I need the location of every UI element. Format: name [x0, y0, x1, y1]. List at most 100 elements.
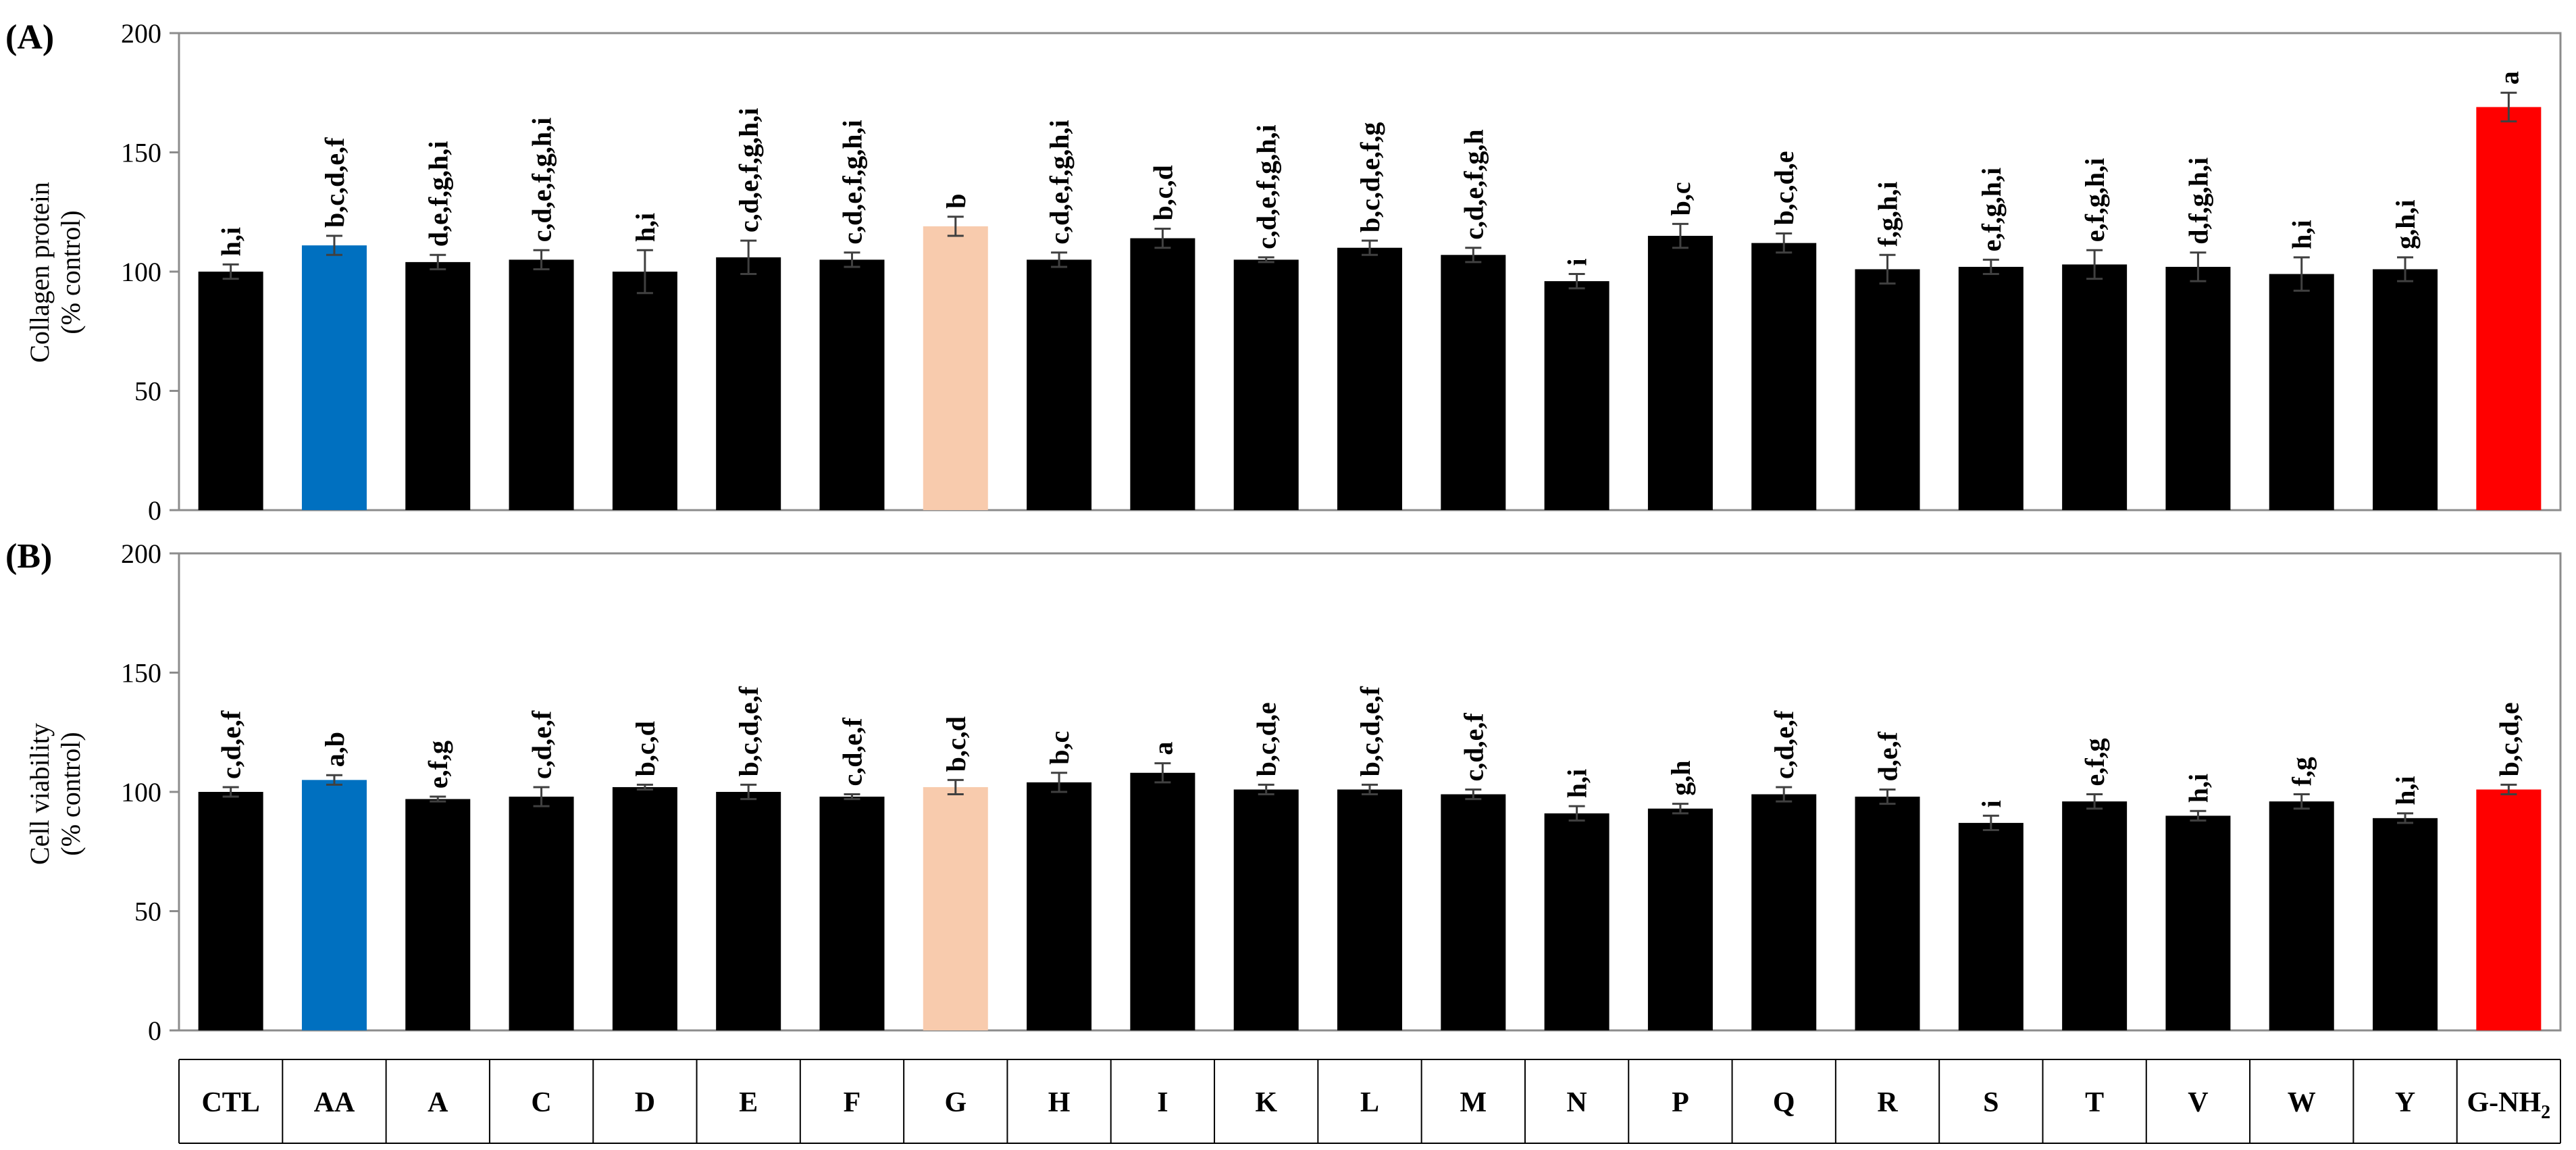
category-label-V: V	[2188, 1087, 2208, 1118]
panel-b-label: (B)	[5, 537, 52, 576]
panel-a-y-tick-label: 0	[148, 495, 161, 526]
panel-a-sig-label-F: c,d,e,f,g,h,i	[837, 120, 867, 244]
panel-a-y-ticks: 0 50 100 150 200	[121, 18, 179, 526]
panel-a-bar-A	[405, 261, 471, 510]
panel-b-sig-label-AA: a,b	[319, 732, 350, 767]
category-label-W: W	[2288, 1087, 2316, 1118]
panel-b-y-tick-label: 200	[121, 539, 161, 569]
panel-a-bar-P	[1647, 236, 1713, 510]
panel-b-y-tick-label: 50	[134, 897, 161, 927]
panel-b-ylabel-line2: (% control)	[55, 732, 86, 855]
panel-b-bar-Y	[2373, 818, 2438, 1030]
panel-a-sig-label-V: d,f,g,h,i	[2183, 157, 2213, 245]
panel-b-sig-label-Y: h,i	[2390, 776, 2421, 805]
panel-b-sig-label-K: b,c,d,e	[1252, 702, 1282, 776]
panel-b-sig-label-V: h,i	[2183, 774, 2213, 803]
category-label-CTL: CTL	[201, 1087, 259, 1118]
category-table: CTL AA A C D E F G H I K L M N P Q R S T V W Y G-NH2	[178, 1059, 2561, 1144]
panel-b-sig-label-L: b,c,d,e,f	[1355, 686, 1385, 776]
category-label-P: P	[1672, 1087, 1689, 1118]
category-label-N: N	[1566, 1087, 1587, 1118]
panel-a-bar-T	[2062, 264, 2128, 510]
panel-b-sig-label-S: i	[1976, 800, 2007, 807]
panel-b-bar-L	[1337, 789, 1402, 1030]
panel-a-y-tick-label: 200	[121, 18, 161, 49]
panel-a-sig-label-AA: b,c,d,e,f	[319, 137, 350, 228]
category-label-AA: AA	[314, 1087, 355, 1118]
panel-b-bar-W	[2269, 801, 2334, 1030]
panel-b-sig-label-E: b,c,d,e,f	[733, 686, 764, 776]
panel-a-bars: h,i b,c,d,e,f d,e,f,g,h,i c,d,e,f,g,h,i h,i c…	[198, 71, 2542, 510]
category-label-T: T	[2085, 1087, 2104, 1118]
panel-a-sig-label-T: e,f,g,h,i	[2080, 158, 2110, 242]
panel-a-bar-G	[923, 226, 988, 510]
panel-a-sig-label-Y: g,h,i	[2390, 199, 2421, 249]
panel-a-bar-CTL	[198, 272, 263, 510]
panel-b-bar-P	[1647, 808, 1713, 1030]
panel-b-bar-V	[2165, 816, 2231, 1030]
panel-a-bar-F	[819, 259, 885, 510]
panel-a-sig-label-N: i	[1562, 258, 1593, 266]
panel-b-sig-label-C: c,d,e,f	[527, 710, 557, 779]
panel-a-bar-D	[612, 272, 677, 510]
panel-b-bar-S	[1958, 822, 2024, 1030]
panel-a-sig-label-L: b,c,d,e,f,g	[1355, 122, 1385, 232]
panel-b-sig-label-H: b,c	[1044, 731, 1075, 765]
panel-b-bar-M	[1441, 794, 1506, 1030]
category-label-D: D	[635, 1087, 655, 1118]
panel-b-y-tick-label: 100	[121, 777, 161, 807]
panel-b-bar-G	[923, 786, 988, 1030]
panel-b-bar-CTL	[198, 792, 263, 1030]
category-label-H: H	[1048, 1087, 1071, 1118]
panel-a-sig-label-M: c,d,e,f,g,h	[1458, 129, 1489, 239]
panel-a-sig-label-R: f,g,h,i	[1873, 182, 1903, 247]
panel-a-bar-K	[1233, 259, 1299, 510]
category-label-Y: Y	[2395, 1087, 2415, 1118]
panel-a-bar-V	[2165, 266, 2231, 510]
panel-a-sig-label-A: d,e,f,g,h,i	[423, 141, 453, 247]
panel-b-bar-AA	[301, 780, 367, 1030]
panel-a-bar-AA	[301, 245, 367, 510]
panel-b-sig-label-T: e,f,g	[2080, 738, 2110, 786]
panel-b-bars: c,d,e,f a,b e,f,g c,d,e,f b,c,d b,c,d,e,f c,d,…	[198, 686, 2542, 1030]
category-label-G: G	[944, 1087, 967, 1118]
panel-b-y-ticks: 0 50 100 150 200	[121, 539, 179, 1046]
panel-b-bar-E	[716, 792, 781, 1030]
panel-b-sig-label-A: e,f,g	[423, 741, 453, 789]
panel-b-bar-A	[405, 799, 471, 1030]
panel-b-sig-label-P: g,h	[1666, 760, 1696, 795]
panel-a-bar-R	[1855, 269, 1920, 510]
panel-b-bar-I	[1130, 772, 1195, 1030]
panel-b-bar-F	[819, 797, 885, 1030]
panel-a-sig-label-W: h,i	[2287, 220, 2317, 249]
panel-a-bar-I	[1130, 238, 1195, 510]
panel-a-sig-label-CTL: h,i	[216, 227, 247, 256]
panel-b-bar-N	[1544, 813, 1609, 1030]
panel-b-sig-label-CTL: c,d,e,f	[216, 710, 247, 779]
panel-b-sig-label-D: b,c,d	[630, 721, 661, 776]
panel-a-bar-G-NH2	[2476, 107, 2542, 510]
panel-a-sig-label-S: e,f,g,h,i	[1976, 168, 2007, 251]
category-label-M: M	[1460, 1087, 1487, 1118]
panel-b-bar-K	[1233, 789, 1299, 1030]
panel-b-sig-label-F: c,d,e,f	[837, 718, 867, 786]
category-label-G-NH2: G-NH2	[2467, 1087, 2551, 1123]
panel-a-bar-Y	[2373, 269, 2438, 510]
panel-a-sig-label-C: c,d,e,f,g,h,i	[527, 118, 557, 242]
panel-a-ylabel-line2: (% control)	[55, 210, 86, 334]
panel-b-bar-D	[612, 786, 677, 1030]
panel-b-sig-label-Q: c,d,e,f	[1769, 710, 1799, 779]
panel-b-bar-H	[1027, 782, 1092, 1030]
panel-a-bar-H	[1027, 259, 1092, 510]
category-label-A: A	[428, 1087, 448, 1118]
panel-b-sig-label-N: h,i	[1562, 769, 1593, 798]
category-label-S: S	[1983, 1087, 1999, 1118]
panel-b-bar-G-NH2	[2476, 789, 2542, 1030]
category-label-Q: Q	[1773, 1087, 1795, 1118]
category-label-F: F	[844, 1087, 861, 1118]
panel-b-sig-label-I: a	[1148, 742, 1178, 755]
panel-a-sig-label-P: b,c	[1666, 182, 1696, 216]
panel-a-bar-Q	[1751, 243, 1817, 510]
panel-a-label: (A)	[5, 18, 54, 57]
panel-b-bar-T	[2062, 801, 2128, 1030]
